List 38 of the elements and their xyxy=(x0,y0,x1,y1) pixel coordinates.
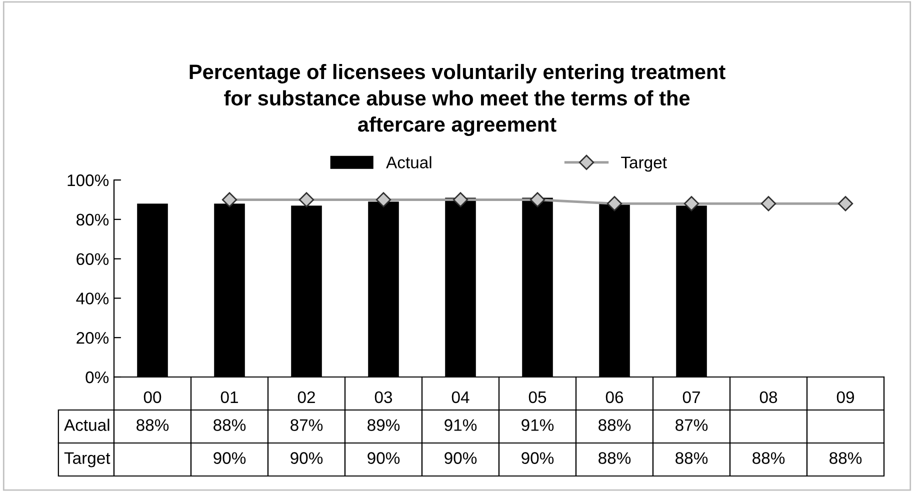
data-label: 91% xyxy=(444,419,477,431)
x-tick-label: 05 xyxy=(528,391,546,404)
data-label: 91% xyxy=(522,419,554,431)
data-label: 88% xyxy=(752,452,785,464)
data-label: 88% xyxy=(598,419,631,431)
chart-title: Percentage of licensees voluntarily entering treatment for substance abuse who meet the terms of the aftercare agreement xyxy=(190,64,726,136)
y-tick-label: 20% xyxy=(76,332,109,344)
y-tick-label: 100% xyxy=(68,174,109,186)
data-label: 88% xyxy=(598,452,631,464)
data-label: 88% xyxy=(214,419,246,431)
x-tick-label: 07 xyxy=(682,391,700,404)
data-label: 90% xyxy=(214,452,246,464)
text: Target xyxy=(64,452,110,468)
data-label: 90% xyxy=(522,452,554,464)
y-tick-label: 40% xyxy=(76,292,109,304)
x-tick-label: 09 xyxy=(836,391,854,404)
x-tick-label: 06 xyxy=(606,391,624,404)
data-label: 88% xyxy=(830,452,862,464)
x-tick-label: 00 xyxy=(144,391,162,404)
y-tick-label: 0% xyxy=(86,371,109,384)
data-label: 90% xyxy=(290,452,323,464)
x-tick-label: 04 xyxy=(452,391,470,404)
data-label: 87% xyxy=(676,419,708,431)
x-tick-label: 01 xyxy=(220,391,238,404)
y-tick-label: 60% xyxy=(76,253,109,266)
x-tick-label: 03 xyxy=(374,391,392,404)
text: Actual xyxy=(64,418,110,431)
y-tick-label: 80% xyxy=(76,214,109,226)
data-label: 87% xyxy=(290,419,323,431)
data-label: 88% xyxy=(136,419,169,431)
data-label: 88% xyxy=(676,452,708,464)
data-label: 89% xyxy=(368,419,400,431)
legend-label: Target xyxy=(621,156,667,172)
x-tick-label: 02 xyxy=(298,391,315,404)
data-label: 90% xyxy=(368,452,400,464)
legend-label: Actual xyxy=(386,156,432,168)
x-tick-label: 08 xyxy=(760,391,778,404)
data-label: 90% xyxy=(444,452,477,464)
